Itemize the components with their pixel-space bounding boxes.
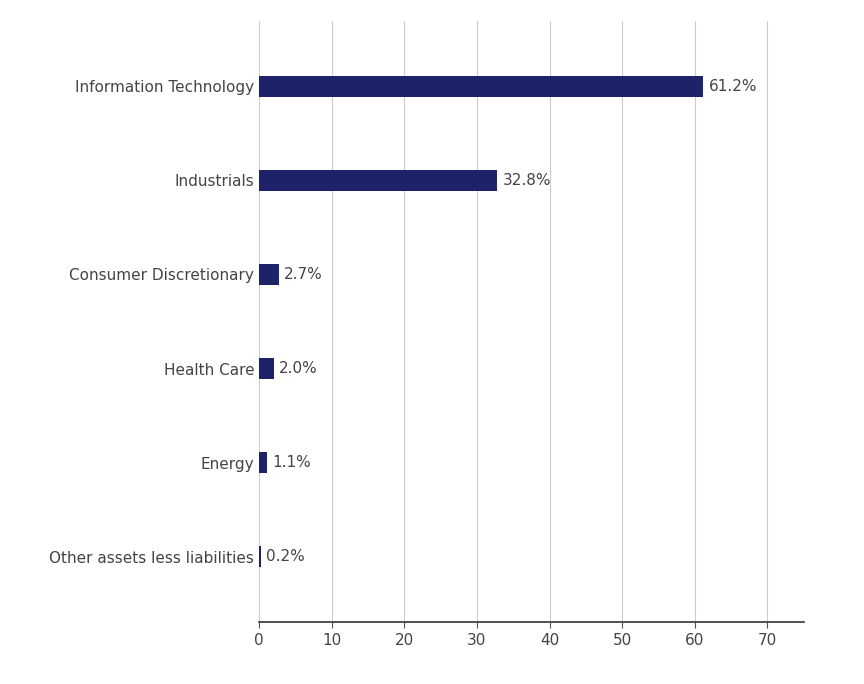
Text: 1.1%: 1.1% <box>272 455 311 470</box>
Text: 2.7%: 2.7% <box>284 267 322 282</box>
Bar <box>259 264 279 285</box>
Text: 32.8%: 32.8% <box>502 173 551 188</box>
Text: 0.2%: 0.2% <box>266 549 304 564</box>
Bar <box>259 170 498 191</box>
Bar <box>259 547 261 567</box>
Bar <box>259 452 267 473</box>
Text: 61.2%: 61.2% <box>708 79 757 94</box>
Bar <box>259 76 703 96</box>
Bar <box>259 358 274 379</box>
Text: 2.0%: 2.0% <box>279 361 318 376</box>
